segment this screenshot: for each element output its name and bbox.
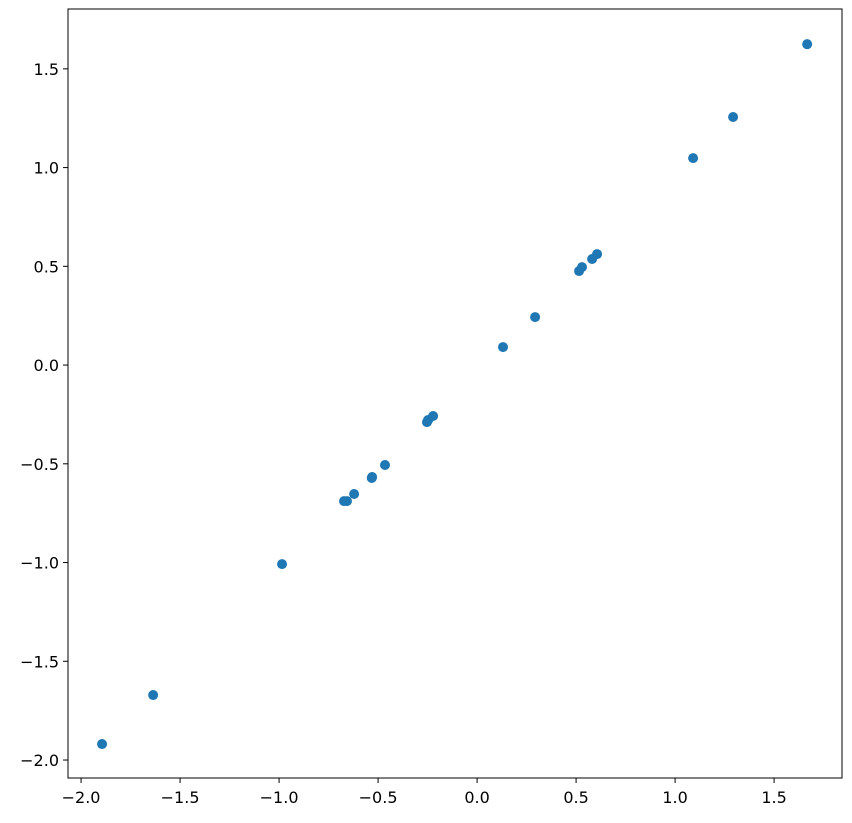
- x-tick-label: −0.5: [359, 788, 398, 807]
- data-point: [277, 559, 288, 570]
- x-tick-label: 1.0: [662, 788, 687, 807]
- data-point: [339, 496, 350, 507]
- y-axis: −2.0 −1.5 −1.0 −0.5 0.0 0.5 1.0 1.5: [20, 60, 68, 770]
- data-point: [688, 153, 699, 164]
- plot-frame: [67, 8, 843, 779]
- y-tick-label: 0.0: [34, 356, 59, 375]
- data-point: [421, 417, 432, 428]
- y-tick-label: −1.5: [20, 652, 59, 671]
- data-point: [366, 473, 377, 484]
- data-point: [728, 112, 739, 123]
- y-tick-label: 0.5: [34, 257, 59, 276]
- data-point: [97, 739, 108, 750]
- x-tick-label: −2.0: [62, 788, 101, 807]
- data-point: [148, 690, 159, 701]
- data-point: [587, 254, 598, 265]
- data-point: [380, 459, 391, 470]
- data-point: [574, 266, 585, 277]
- y-tick-label: −1.0: [20, 554, 59, 573]
- y-tick-label: −2.0: [20, 751, 59, 770]
- data-point: [530, 312, 541, 323]
- x-tick-label: −1.5: [161, 788, 200, 807]
- y-tick-label: −0.5: [20, 455, 59, 474]
- data-point: [349, 489, 360, 500]
- data-point: [802, 39, 813, 50]
- y-tick-label: 1.5: [34, 60, 59, 79]
- x-tick-label: 0.5: [563, 788, 588, 807]
- x-tick-label: 0.0: [464, 788, 489, 807]
- y-tick-label: 1.0: [34, 159, 59, 178]
- data-points: [97, 39, 813, 750]
- x-tick-label: 1.5: [761, 788, 786, 807]
- x-tick-label: −1.0: [260, 788, 299, 807]
- data-point: [498, 342, 509, 353]
- x-axis: −2.0 −1.5 −1.0 −0.5 0.0 0.5 1.0 1.5: [62, 778, 787, 807]
